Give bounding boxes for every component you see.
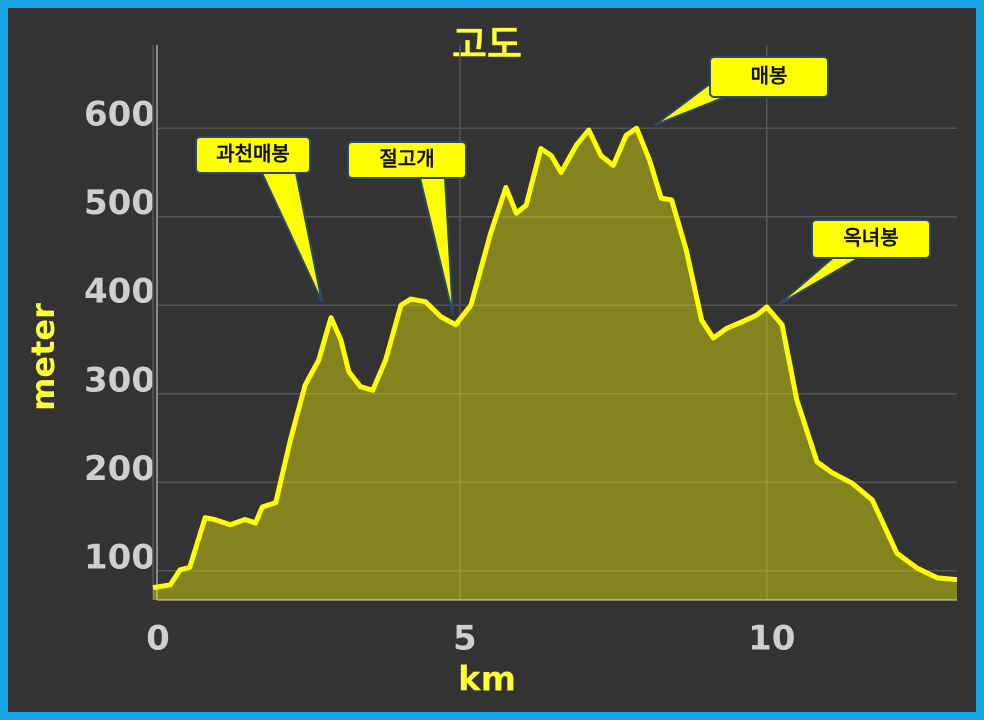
y-tick-label: 200 <box>84 449 155 489</box>
x-axis-label: km <box>458 660 516 700</box>
y-tick-label: 100 <box>84 537 155 577</box>
x-tick-label: 10 <box>748 619 795 659</box>
callout-box <box>811 219 931 259</box>
callout-box <box>347 141 467 179</box>
annotation: 매봉 <box>751 64 788 88</box>
annotation: 과천매봉 <box>216 142 290 166</box>
y-axis-label: meter <box>24 303 62 411</box>
annotation: 옥녀봉 <box>843 226 898 250</box>
y-tick-label: 600 <box>84 95 155 135</box>
y-tick-label: 400 <box>84 272 155 312</box>
callout-box <box>195 136 311 174</box>
x-tick-label: 0 <box>146 619 170 659</box>
chart-title: 고도 <box>452 23 522 67</box>
x-tick-label: 5 <box>453 619 477 659</box>
callout-box <box>709 56 829 98</box>
annotation: 절고개 <box>379 147 434 171</box>
line <box>152 125 958 591</box>
y-tick-label: 300 <box>84 360 155 400</box>
y-tick-label: 500 <box>84 183 155 223</box>
area <box>153 128 957 600</box>
